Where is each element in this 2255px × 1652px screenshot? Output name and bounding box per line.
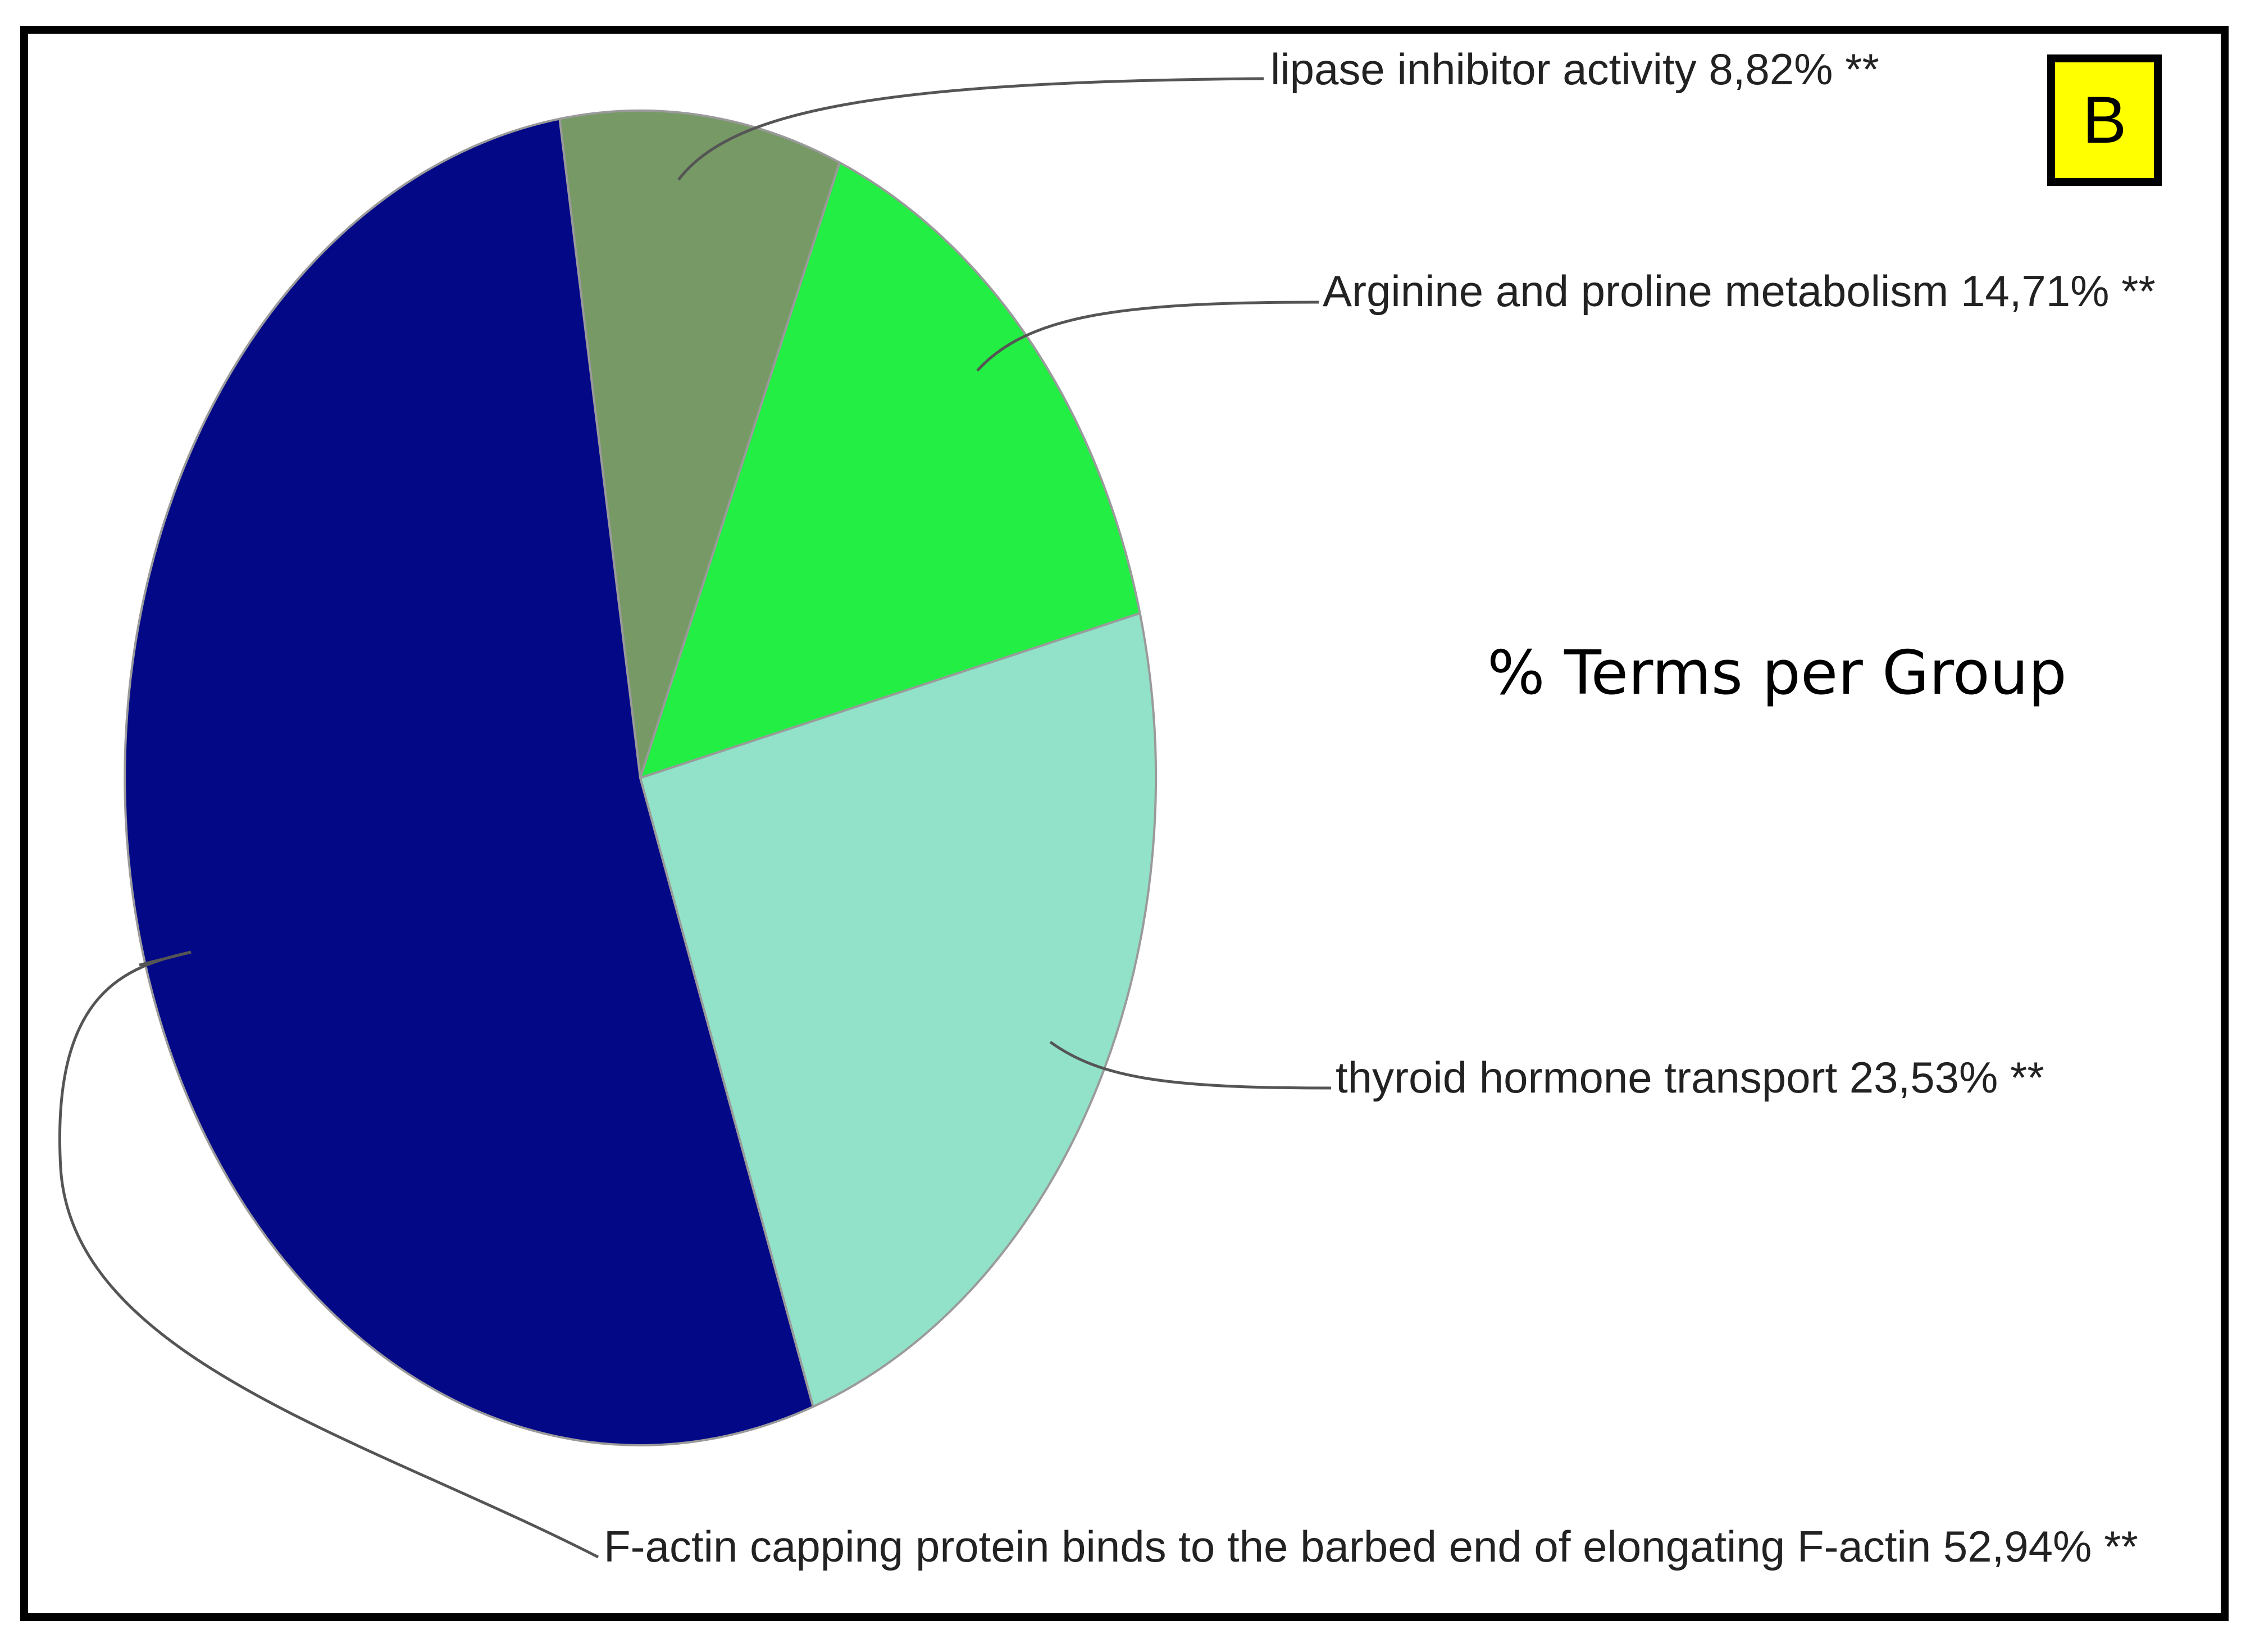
pie-slice-4 [124,117,815,1446]
pie-slice-3 [639,612,1157,1409]
slice-label-1: lipase inhibitor activity 8,82% ** [1270,44,1879,94]
leader-line-4 [58,950,599,1559]
chart-title: % Terms per Group [1487,638,2067,708]
panel-badge-box [2047,54,2162,186]
panel-badge: B [2047,54,2162,186]
leader-line-2 [976,301,1319,372]
panel-letter: B [2083,83,2127,157]
leader-line-1 [677,77,1264,181]
pie-slice-2 [638,161,1141,780]
leader-line-4-tick [139,950,192,967]
slice-label-3: thyroid hormone transport 23,53% ** [1336,1053,2044,1102]
slice-labels: lipase inhibitor activity 8,82% ** Argini… [604,44,2156,1571]
pie-slices [124,110,1157,1446]
slice-label-2: Arginine and proline metabolism 14,71% *… [1323,266,2156,316]
leader-line-3 [1049,1040,1332,1090]
leader-lines [58,77,1332,1559]
slice-label-4: F-actin capping protein binds to the bar… [604,1522,2138,1571]
pie-slice-1 [558,110,841,779]
